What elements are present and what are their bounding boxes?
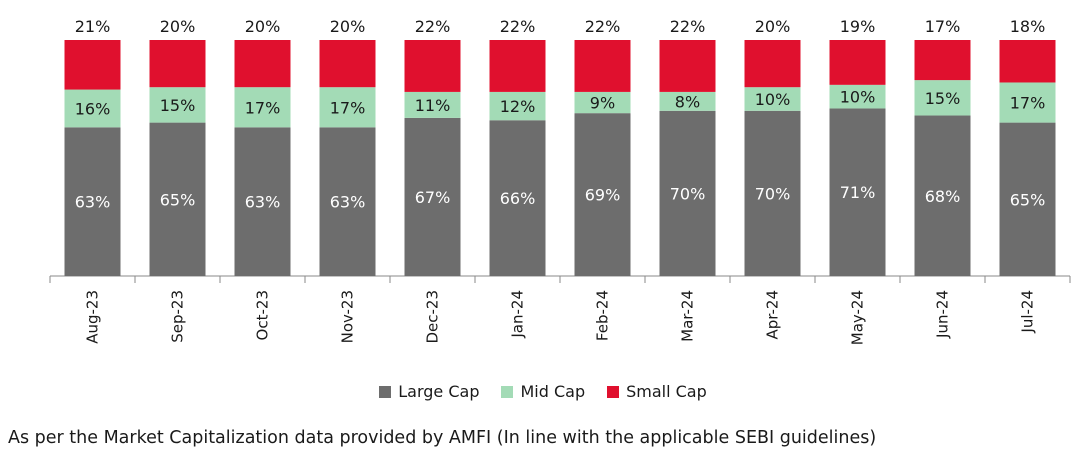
data-label-mid-cap-dec-23: 11% xyxy=(415,96,451,115)
bar-segment-small-cap-jul-24 xyxy=(999,40,1056,83)
bar-segment-large-cap-oct-23 xyxy=(234,127,291,276)
bar-segment-large-cap-jan-24 xyxy=(489,120,546,277)
data-label-large-cap-apr-24: 70% xyxy=(755,184,791,203)
data-label-mid-cap-apr-24: 10% xyxy=(755,90,791,109)
x-tick-label-jan-24: Jan-24 xyxy=(509,290,527,339)
bar-segment-mid-cap-sep-23 xyxy=(149,87,206,123)
data-label-mid-cap-feb-24: 9% xyxy=(590,94,615,113)
legend-label-small-cap: Small Cap xyxy=(626,382,707,401)
legend-item-small-cap: Small Cap xyxy=(607,382,707,401)
legend-label-large-cap: Large Cap xyxy=(398,382,480,401)
bar-segment-small-cap-dec-23 xyxy=(404,40,461,92)
data-label-mid-cap-jan-24: 12% xyxy=(500,97,536,116)
data-label-mid-cap-mar-24: 8% xyxy=(675,92,700,111)
bar-segment-mid-cap-jul-24 xyxy=(999,82,1056,123)
data-label-large-cap-nov-23: 63% xyxy=(330,193,366,212)
data-label-small-cap-feb-24: 22% xyxy=(585,17,621,36)
data-label-mid-cap-may-24: 10% xyxy=(840,88,876,107)
data-label-small-cap-dec-23: 22% xyxy=(415,17,451,36)
data-label-large-cap-oct-23: 63% xyxy=(245,193,281,212)
data-label-small-cap-nov-23: 20% xyxy=(330,17,366,36)
bar-segment-large-cap-aug-23 xyxy=(64,127,121,276)
x-tick-label-nov-23: Nov-23 xyxy=(339,290,357,343)
x-tick-label-mar-24: Mar-24 xyxy=(679,290,697,342)
footnote: As per the Market Capitalization data pr… xyxy=(8,428,877,448)
x-tick-label-aug-23: Aug-23 xyxy=(84,290,102,344)
bar-segment-large-cap-sep-23 xyxy=(149,122,206,276)
bar-segment-large-cap-may-24 xyxy=(829,108,886,276)
bar-segment-large-cap-feb-24 xyxy=(574,113,631,276)
data-label-large-cap-dec-23: 67% xyxy=(415,188,451,207)
data-label-large-cap-jun-24: 68% xyxy=(925,187,961,206)
x-tick-label-dec-23: Dec-23 xyxy=(424,290,442,344)
stacked-bar-chart: 63% 16% 21% Aug-23 65% 15% 20% Sep-23 63% 17% 20% O… xyxy=(49,17,1071,345)
x-tick-label-feb-24: Feb-24 xyxy=(594,290,612,341)
bar-segment-large-cap-apr-24 xyxy=(744,110,801,276)
data-label-mid-cap-aug-23: 16% xyxy=(75,99,111,118)
bar-segment-small-cap-aug-23 xyxy=(64,40,121,90)
data-label-small-cap-jul-24: 18% xyxy=(1010,17,1046,36)
data-label-large-cap-feb-24: 69% xyxy=(585,186,621,205)
data-label-mid-cap-sep-23: 15% xyxy=(160,96,196,115)
data-label-large-cap-jan-24: 66% xyxy=(500,189,536,208)
bar-segment-small-cap-may-24 xyxy=(829,40,886,85)
data-label-large-cap-sep-23: 65% xyxy=(160,190,196,209)
legend-swatch-small-cap xyxy=(607,385,620,398)
bar-segment-mid-cap-feb-24 xyxy=(574,91,631,114)
bar-segment-large-cap-nov-23 xyxy=(319,127,376,276)
bar-segment-small-cap-apr-24 xyxy=(744,40,801,88)
bar-segment-small-cap-jun-24 xyxy=(914,40,971,81)
legend-swatch-mid-cap xyxy=(501,385,514,398)
data-label-small-cap-jun-24: 17% xyxy=(925,17,961,36)
bar-segment-mid-cap-oct-23 xyxy=(234,87,291,128)
x-tick-label-jul-24: Jul-24 xyxy=(1019,290,1037,334)
bar-segment-small-cap-sep-23 xyxy=(149,40,206,88)
data-label-small-cap-aug-23: 21% xyxy=(75,17,111,36)
bar-segment-large-cap-dec-23 xyxy=(404,117,461,276)
x-tick-label-jun-24: Jun-24 xyxy=(934,290,952,339)
bar-segment-large-cap-jul-24 xyxy=(999,122,1056,276)
bar-segment-small-cap-mar-24 xyxy=(659,40,716,92)
bar-segment-mid-cap-nov-23 xyxy=(319,87,376,128)
data-label-small-cap-jan-24: 22% xyxy=(500,17,536,36)
data-label-mid-cap-jul-24: 17% xyxy=(1010,94,1046,113)
data-label-large-cap-may-24: 71% xyxy=(840,183,876,202)
legend-swatch-large-cap xyxy=(379,385,392,398)
bar-segment-large-cap-jun-24 xyxy=(914,115,971,277)
data-label-mid-cap-oct-23: 17% xyxy=(245,98,281,117)
data-label-small-cap-mar-24: 22% xyxy=(670,17,706,36)
bar-segment-mid-cap-apr-24 xyxy=(744,87,801,111)
legend-item-large-cap: Large Cap xyxy=(379,382,479,401)
data-label-small-cap-may-24: 19% xyxy=(840,17,876,36)
data-label-large-cap-mar-24: 70% xyxy=(670,184,706,203)
data-label-large-cap-jul-24: 65% xyxy=(1010,190,1046,209)
bar-segment-mid-cap-jun-24 xyxy=(914,80,971,116)
bar-segment-small-cap-jan-24 xyxy=(489,40,546,92)
legend-item-mid-cap: Mid Cap xyxy=(501,382,585,401)
data-label-large-cap-aug-23: 63% xyxy=(75,193,111,212)
bar-segment-mid-cap-aug-23 xyxy=(64,89,121,128)
bar-segment-small-cap-feb-24 xyxy=(574,40,631,92)
data-label-small-cap-oct-23: 20% xyxy=(245,17,281,36)
x-tick-label-oct-23: Oct-23 xyxy=(254,290,272,340)
x-tick-label-may-24: May-24 xyxy=(849,290,867,345)
bar-segment-small-cap-nov-23 xyxy=(319,40,376,88)
data-label-small-cap-sep-23: 20% xyxy=(160,17,196,36)
bar-segment-mid-cap-jan-24 xyxy=(489,91,546,121)
data-label-mid-cap-nov-23: 17% xyxy=(330,98,366,117)
bar-segment-mid-cap-mar-24 xyxy=(659,91,716,111)
legend-label-mid-cap: Mid Cap xyxy=(520,382,586,401)
x-tick-label-apr-24: Apr-24 xyxy=(764,290,782,340)
bar-segment-mid-cap-dec-23 xyxy=(404,91,461,118)
bar-segment-mid-cap-may-24 xyxy=(829,84,886,109)
data-label-mid-cap-jun-24: 15% xyxy=(925,89,961,108)
x-tick-label-sep-23: Sep-23 xyxy=(169,290,187,343)
legend: Large Cap Mid Cap Small Cap xyxy=(0,382,1086,401)
bar-segment-small-cap-oct-23 xyxy=(234,40,291,88)
bar-segment-large-cap-mar-24 xyxy=(659,110,716,276)
data-label-small-cap-apr-24: 20% xyxy=(755,17,791,36)
